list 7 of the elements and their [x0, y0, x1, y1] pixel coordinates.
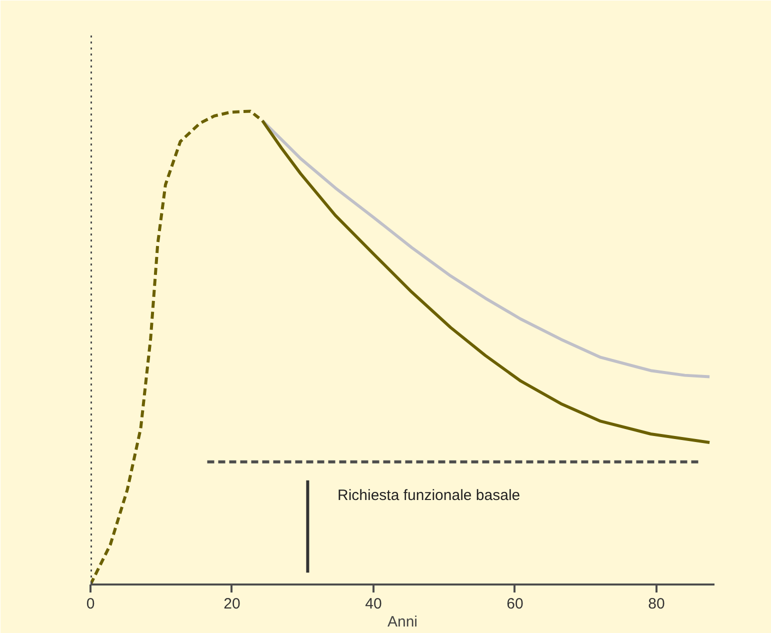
annotation: Richiesta funzionale basale — [338, 487, 520, 504]
x-axis-title: Anni — [387, 614, 418, 630]
x-tick-label: 60 — [506, 596, 524, 612]
x-tick-label: 40 — [365, 596, 382, 612]
x-tick-label: 0 — [86, 596, 95, 612]
x-tick-label: 80 — [648, 596, 665, 612]
x-tick-label: 20 — [224, 596, 240, 612]
